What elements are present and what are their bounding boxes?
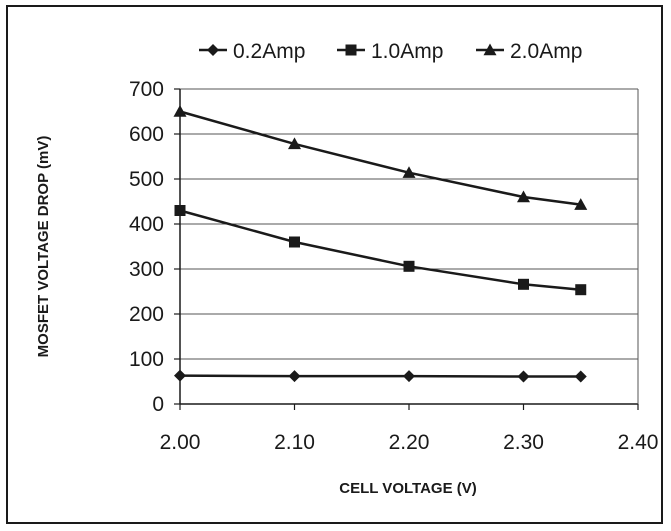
x-axis-title: CELL VOLTAGE (V) — [339, 480, 477, 497]
y-tick-label: 300 — [129, 258, 164, 281]
x-tick-label: 2.00 — [160, 431, 201, 454]
grid-lines — [180, 88, 638, 360]
x-tick-label: 2.30 — [503, 431, 544, 454]
data-point — [289, 236, 300, 248]
data-point — [288, 370, 301, 383]
data-point — [174, 205, 186, 216]
y-tick-label: 200 — [129, 303, 164, 326]
data-point — [288, 137, 301, 150]
series-1.0Amp — [174, 205, 587, 296]
y-axis-title: MOSFET VOLTAGE DROP (mV) — [35, 136, 52, 358]
y-tick-label: 500 — [129, 168, 164, 191]
y-tick-label: 400 — [129, 213, 164, 236]
series-line — [179, 209, 581, 291]
legend-marker — [345, 44, 357, 56]
data-point — [173, 105, 187, 117]
series-line — [179, 110, 581, 206]
legend-marker — [483, 43, 497, 56]
data-point — [574, 370, 587, 383]
y-tick-label: 100 — [129, 348, 164, 371]
y-tick-label: 700 — [129, 78, 164, 101]
y-tick-label: 600 — [129, 123, 164, 146]
series-0.2Amp — [174, 369, 587, 383]
legend-item-1.0Amp: 1.0Amp — [337, 40, 443, 63]
data-point — [403, 370, 415, 383]
legend-label: 1.0Amp — [371, 40, 443, 63]
legend-marker — [207, 44, 219, 56]
legend-item-0.2Amp: 0.2Amp — [199, 40, 305, 63]
x-tick-label: 2.20 — [389, 431, 430, 454]
legend-label: 0.2Amp — [233, 40, 305, 63]
legend: 0.2Amp 1.0Amp 2.0Amp — [199, 40, 582, 63]
data-point — [517, 190, 530, 203]
x-tick-label: 2.40 — [618, 431, 659, 454]
series-group — [173, 105, 588, 383]
data-point — [517, 370, 530, 383]
axes: 0 100 200 300 400 500 600 700 2.00 2.10 2.20 2.30 2.… — [129, 78, 658, 454]
data-point — [574, 198, 588, 210]
x-tick-label: 2.10 — [274, 431, 315, 454]
series-2.0Amp — [173, 105, 588, 210]
legend-item-2.0Amp: 2.0Amp — [476, 40, 582, 63]
data-point — [518, 278, 529, 290]
data-point — [403, 260, 415, 272]
y-tick-label: 0 — [152, 393, 164, 416]
legend-label: 2.0Amp — [510, 40, 582, 63]
data-point — [174, 369, 186, 382]
data-point — [402, 166, 416, 178]
chart-frame — [6, 5, 663, 524]
data-point — [575, 284, 587, 296]
